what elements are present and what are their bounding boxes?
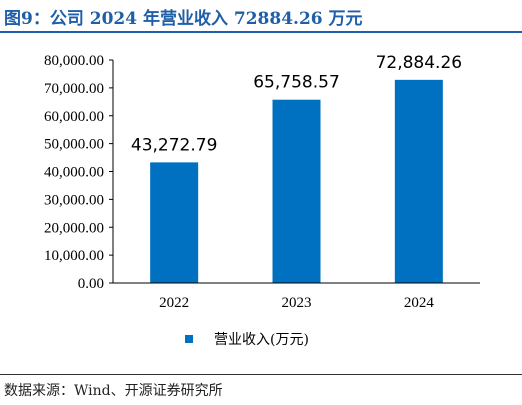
legend: 营业收入(万元) bbox=[185, 332, 309, 348]
bar-2022 bbox=[150, 162, 199, 283]
bar-2024 bbox=[394, 79, 443, 283]
x-tick-label: 2022 bbox=[159, 295, 189, 311]
y-tick-label: 50,000.00 bbox=[44, 137, 104, 153]
y-tick-label: 30,000.00 bbox=[44, 192, 104, 208]
data-label-2022: 43,272.79 bbox=[131, 135, 218, 155]
x-axis: 2022 2023 2024 bbox=[113, 282, 480, 311]
legend-label: 营业收入(万元) bbox=[214, 332, 309, 348]
data-label-2024: 72,884.26 bbox=[376, 53, 463, 73]
bars: 43,272.79 65,758.57 72,884.26 bbox=[131, 53, 462, 283]
figure-title: 图9：公司 2024 年营业收入 72884.26 万元 bbox=[4, 9, 363, 29]
bar-2023 bbox=[272, 99, 321, 283]
y-tick-label: 80,000.00 bbox=[44, 53, 104, 69]
y-tick-label: 60,000.00 bbox=[44, 109, 104, 125]
data-source: 数据来源：Wind、开源证券研究所 bbox=[4, 383, 223, 399]
legend-swatch bbox=[185, 335, 193, 343]
bar-chart: 0.00 10,000.00 20,000.00 30,000.00 40,000.00… bbox=[44, 53, 480, 348]
y-tick-label: 70,000.00 bbox=[44, 81, 104, 97]
y-tick-label: 10,000.00 bbox=[44, 248, 104, 264]
y-tick-label: 40,000.00 bbox=[44, 165, 104, 181]
x-tick-label: 2023 bbox=[282, 295, 312, 311]
y-tick-label: 0.00 bbox=[78, 276, 104, 292]
data-label-2023: 65,758.57 bbox=[253, 73, 340, 93]
title-rule bbox=[0, 31, 522, 33]
y-axis: 0.00 10,000.00 20,000.00 30,000.00 40,000.00… bbox=[44, 53, 114, 292]
y-tick-label: 20,000.00 bbox=[44, 220, 104, 236]
x-tick-label: 2024 bbox=[404, 295, 435, 311]
source-rule bbox=[0, 374, 522, 375]
